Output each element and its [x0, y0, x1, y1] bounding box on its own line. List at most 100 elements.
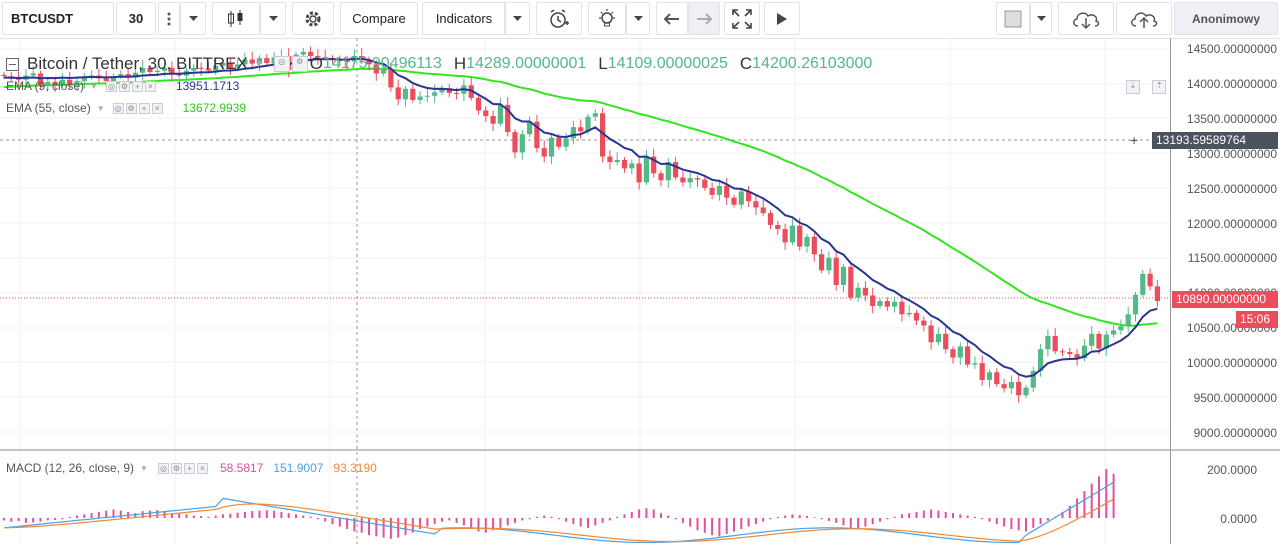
candle — [965, 341, 971, 368]
candle — [811, 232, 817, 262]
candle-body — [154, 70, 160, 73]
close-icon[interactable]: × — [151, 102, 163, 114]
fullscreen-button[interactable] — [724, 2, 760, 35]
candle-body — [687, 178, 693, 183]
user-button[interactable]: Anonimowy — [1174, 2, 1278, 35]
gear-icon[interactable]: ⚙ — [125, 102, 137, 114]
interval-selector[interactable]: 30 — [116, 2, 156, 35]
candle — [767, 210, 774, 230]
candle — [614, 152, 620, 165]
dropdown-icon[interactable]: ▼ — [96, 103, 105, 113]
indicators-dropdown[interactable] — [504, 2, 530, 35]
eye-icon[interactable]: ◎ — [112, 102, 124, 114]
dropdown-icon[interactable]: ▼ — [140, 463, 148, 473]
price-tick-label: 13000.00000000 — [1186, 146, 1277, 161]
close-label: C — [739, 54, 753, 73]
gear-icon[interactable]: ⚙ — [118, 80, 130, 92]
macd-line — [3, 481, 1114, 544]
eye-icon[interactable]: ◎ — [105, 80, 117, 92]
plus-icon[interactable]: + — [138, 102, 150, 114]
layout-button[interactable] — [996, 2, 1030, 35]
ema55-legend: EMA (55, close) ▼ ◎ ⚙ + × 13672.9939 — [6, 101, 246, 115]
dropdown-icon[interactable]: ▼ — [90, 81, 98, 91]
plus-icon[interactable]: + — [131, 80, 143, 92]
candle — [410, 84, 416, 103]
candle — [636, 158, 642, 190]
symbol-search[interactable]: BTCUSDT — [2, 2, 114, 35]
layout-dropdown[interactable] — [1030, 2, 1052, 35]
interval-menu-button[interactable] — [158, 2, 180, 35]
close-icon[interactable]: × — [144, 80, 156, 92]
candle-body — [870, 295, 876, 306]
candle-body — [541, 148, 547, 157]
candle-body — [636, 163, 642, 183]
candle-body — [410, 88, 416, 100]
candle-body — [315, 55, 321, 58]
candle-body — [789, 225, 795, 243]
candle-body — [702, 179, 708, 188]
replay-button[interactable] — [764, 2, 800, 35]
candle — [366, 56, 372, 71]
candle-body — [1016, 382, 1022, 396]
ema9-value: 13951.1713 — [175, 79, 240, 93]
chart-type-dropdown[interactable] — [260, 2, 286, 35]
redo-button[interactable] — [688, 2, 720, 35]
candle-body — [600, 113, 606, 157]
candle — [512, 129, 518, 159]
eye-icon[interactable]: ◎ — [157, 462, 169, 474]
candle — [913, 310, 920, 325]
series-gear-icon[interactable]: ⚙ — [291, 56, 308, 72]
gear-icon[interactable]: ⚙ — [170, 462, 182, 474]
candle-body — [673, 162, 679, 178]
candle-body — [45, 81, 51, 86]
candle-body — [446, 88, 452, 93]
save-chart-button[interactable] — [1116, 2, 1172, 35]
close-icon[interactable]: × — [196, 462, 208, 474]
idea-button[interactable] — [588, 2, 626, 35]
candle-body — [884, 301, 890, 307]
candle-body — [191, 67, 197, 71]
interval-dropdown-button[interactable] — [180, 2, 206, 35]
candle-body — [534, 121, 540, 149]
indicators-button[interactable]: Indicators — [422, 2, 506, 35]
compare-button[interactable]: Compare — [340, 2, 418, 35]
candle-body — [162, 67, 168, 71]
candle-body — [308, 51, 314, 56]
candle-body — [512, 132, 518, 153]
candle-body — [388, 69, 394, 88]
candle-body — [527, 121, 533, 135]
scroll-down-icon[interactable]: ⇣ — [1126, 80, 1140, 94]
price-tick-label: 13500.00000000 — [1186, 111, 1277, 126]
settings-button[interactable] — [292, 2, 334, 35]
chart-canvas[interactable] — [0, 38, 1280, 544]
idea-dropdown[interactable] — [626, 2, 650, 35]
series-settings-icon[interactable]: ◎ — [273, 56, 290, 72]
candle — [884, 296, 890, 311]
candle — [1147, 268, 1153, 291]
plus-icon[interactable]: + — [183, 462, 195, 474]
load-chart-button[interactable] — [1058, 2, 1114, 35]
candle-body — [578, 127, 584, 132]
chart-area[interactable]: Bitcoin / Tether, 30, BITTREX ▼ ◎ ⚙ O 141… — [0, 38, 1280, 544]
candle-body — [1089, 333, 1095, 346]
candle — [242, 52, 248, 69]
scroll-up-icon[interactable]: ⇡ — [1152, 80, 1167, 94]
candle-body — [402, 88, 409, 100]
candle-body — [950, 349, 956, 358]
candle — [256, 55, 263, 72]
candle — [417, 91, 423, 105]
candle-body — [198, 67, 204, 69]
series-dropdown-icon[interactable]: ▼ — [253, 58, 264, 70]
candle-body — [1045, 335, 1051, 350]
candle — [359, 48, 365, 64]
candle-body — [103, 78, 109, 82]
alarm-clock-icon — [550, 8, 569, 28]
candle-body — [928, 325, 934, 343]
chart-type-button[interactable] — [212, 2, 260, 35]
candle-body — [1008, 382, 1014, 389]
alert-button[interactable] — [536, 2, 582, 35]
undo-button[interactable] — [656, 2, 688, 35]
candle-body — [235, 64, 241, 68]
candle — [1016, 374, 1022, 403]
collapse-icon[interactable] — [6, 57, 19, 71]
